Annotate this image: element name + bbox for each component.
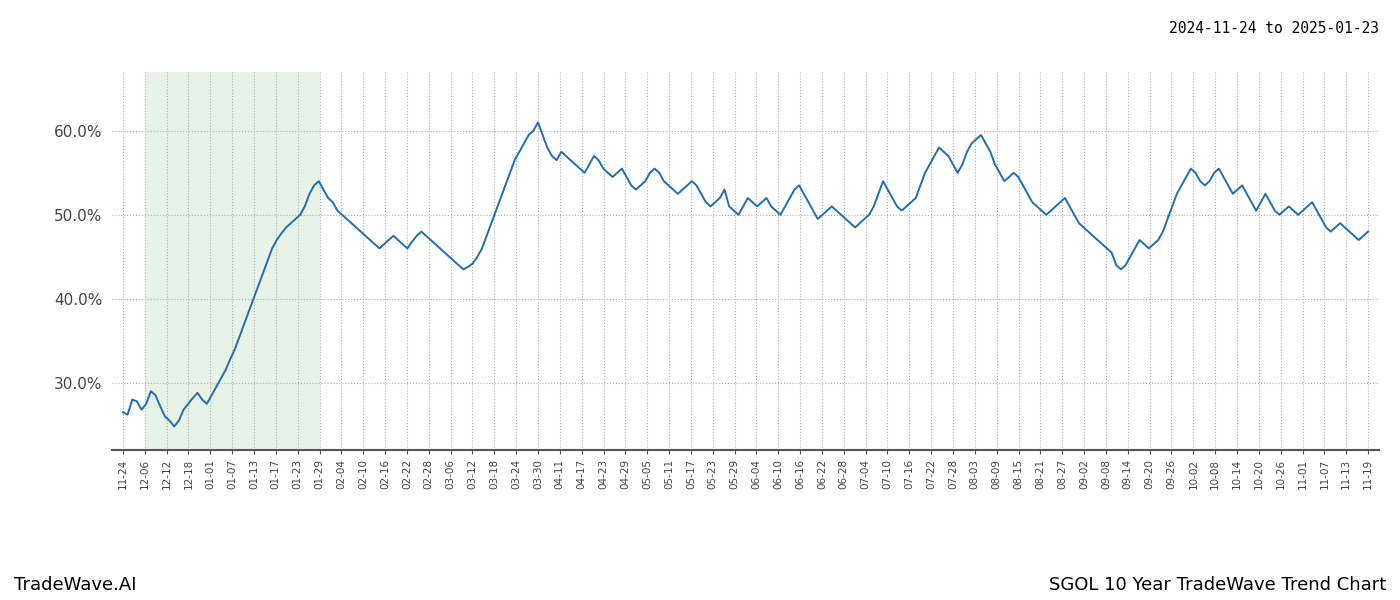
Bar [144, 72, 319, 450]
Text: 2024-11-24 to 2025-01-23: 2024-11-24 to 2025-01-23 [1169, 21, 1379, 36]
Text: TradeWave.AI: TradeWave.AI [14, 576, 137, 594]
Text: SGOL 10 Year TradeWave Trend Chart: SGOL 10 Year TradeWave Trend Chart [1049, 576, 1386, 594]
